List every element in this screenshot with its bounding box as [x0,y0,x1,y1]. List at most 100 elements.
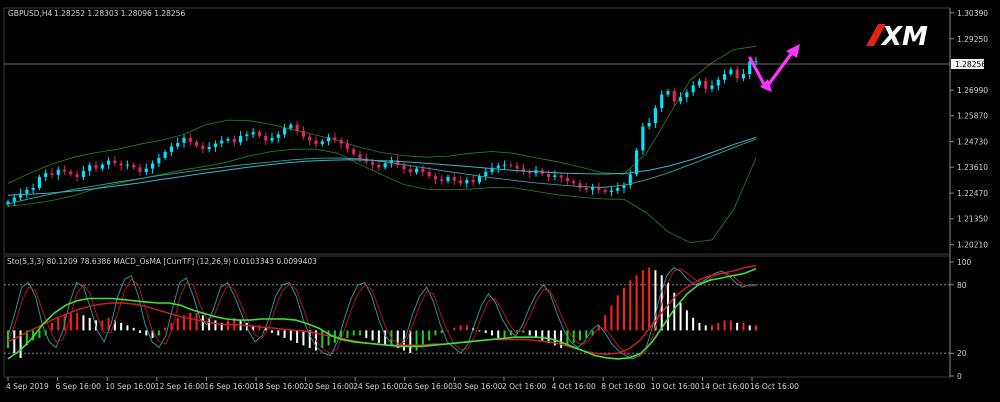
macd-histogram-bar [139,330,141,333]
candle-body [716,79,720,86]
time-tick-label: 20 Sep 16:00 [304,382,354,391]
mid-band-line [7,138,757,205]
macd-histogram-bar [120,322,123,331]
candle-body [660,94,664,109]
candle-body [69,171,73,175]
macd-histogram-bar [522,330,525,333]
macd-histogram-bar [214,320,217,331]
macd-histogram-bar [195,312,198,331]
macd-histogram-bar [176,317,179,331]
macd-histogram-bar [157,330,160,336]
macd-histogram-bar [308,330,311,348]
time-tick-label: 4 Oct 16:00 [552,382,596,391]
macd-histogram-bar [38,330,41,338]
candle-body [144,168,148,172]
stochastic-k-line [7,267,756,360]
forecast-arrows [748,44,800,92]
macd-histogram-bar [164,327,167,331]
macd-histogram-bar [371,330,374,341]
candle-body [125,164,129,166]
macd-histogram-bar [591,330,594,336]
macd-histogram-bar [258,325,261,331]
macd-histogram-bar [289,330,292,341]
macd-histogram-bar [82,315,85,331]
macd-histogram-bar [352,330,355,336]
price-tick-label: 1.30390 [957,9,988,18]
indicator-tick-label: 100 [957,258,972,267]
macd-histogram-bar [189,312,192,331]
macd-histogram-bar [553,330,556,346]
candle-body [710,85,714,89]
candle-body [283,128,287,135]
candle-body [182,137,186,143]
candle-body [257,132,261,137]
time-tick-label: 4 Sep 2019 [6,382,49,391]
macd-histogram-bar [604,315,607,331]
macd-histogram-bar [208,317,211,331]
macd-histogram-bar [69,312,72,331]
macd-histogram-bar [484,330,487,333]
candle-body [213,143,217,147]
candle-body [270,137,274,141]
macd-histogram-bar [57,317,60,331]
macd-histogram-bar [729,320,732,331]
candle-body [477,176,481,183]
candle-body [12,197,16,202]
candle-body [704,80,708,89]
macd-histogram-bar [101,320,104,331]
macd-histogram-bar [403,330,405,351]
macd-histogram-bar [440,330,443,333]
candle-body [301,131,305,137]
macd-histogram-bar [396,330,399,348]
candle-body [635,150,639,175]
macd-histogram-bar [377,330,380,343]
macd-histogram-bar [88,317,91,331]
logo-slash [866,24,886,46]
macd-histogram-bar [698,322,701,331]
candle-body [50,173,54,175]
macd-histogram-bar [667,282,669,331]
candle-body [371,161,375,165]
price-tick-label: 1.21350 [957,215,988,224]
macd-histogram-bar [478,330,481,332]
candle-body [377,164,381,168]
logo-text: XM [880,22,928,52]
macd-histogram-bar [346,330,349,338]
macd-histogram-bar [528,330,531,336]
macd-histogram-bar [641,270,644,331]
candle-body [6,201,10,205]
candle-body [107,160,111,165]
macd-histogram-bar [201,315,204,331]
candle-body [496,165,500,168]
price-tick-label: 1.20210 [957,241,988,250]
candle-body [641,126,645,151]
candle-body [572,181,576,184]
candle-body [616,187,620,191]
candle-body [691,85,695,93]
candle-body [547,173,551,178]
macd-histogram-bar [327,330,330,346]
time-tick-label: 10 Oct 16:00 [651,382,700,391]
macd-histogram-bar [736,322,739,331]
macd-histogram-bar [283,330,286,338]
macd-histogram-bar [170,322,173,331]
candle-body [559,175,563,178]
arrow-down-leg [748,56,768,90]
arrow-up-head [786,44,800,58]
indicator-tick-label: 20 [957,349,967,358]
candle-body [741,74,745,79]
candle-body [528,172,532,174]
macd-histogram-bar [145,330,148,336]
indicator-title: Sto(5,3,3) 80.1209 78.6386 MACD_OsMA [Cu… [7,257,317,266]
macd-histogram-bar [629,280,632,331]
candle-body [352,149,356,155]
macd-histogram-bar [296,330,299,343]
time-tick-label: 10 Sep 16:00 [105,382,155,391]
candle-body [565,177,569,182]
macd-histogram-bar [692,317,695,331]
candle-body [113,160,117,164]
macd-histogram-bar [503,330,506,338]
candle-body [603,190,607,193]
candle-body [503,164,507,166]
